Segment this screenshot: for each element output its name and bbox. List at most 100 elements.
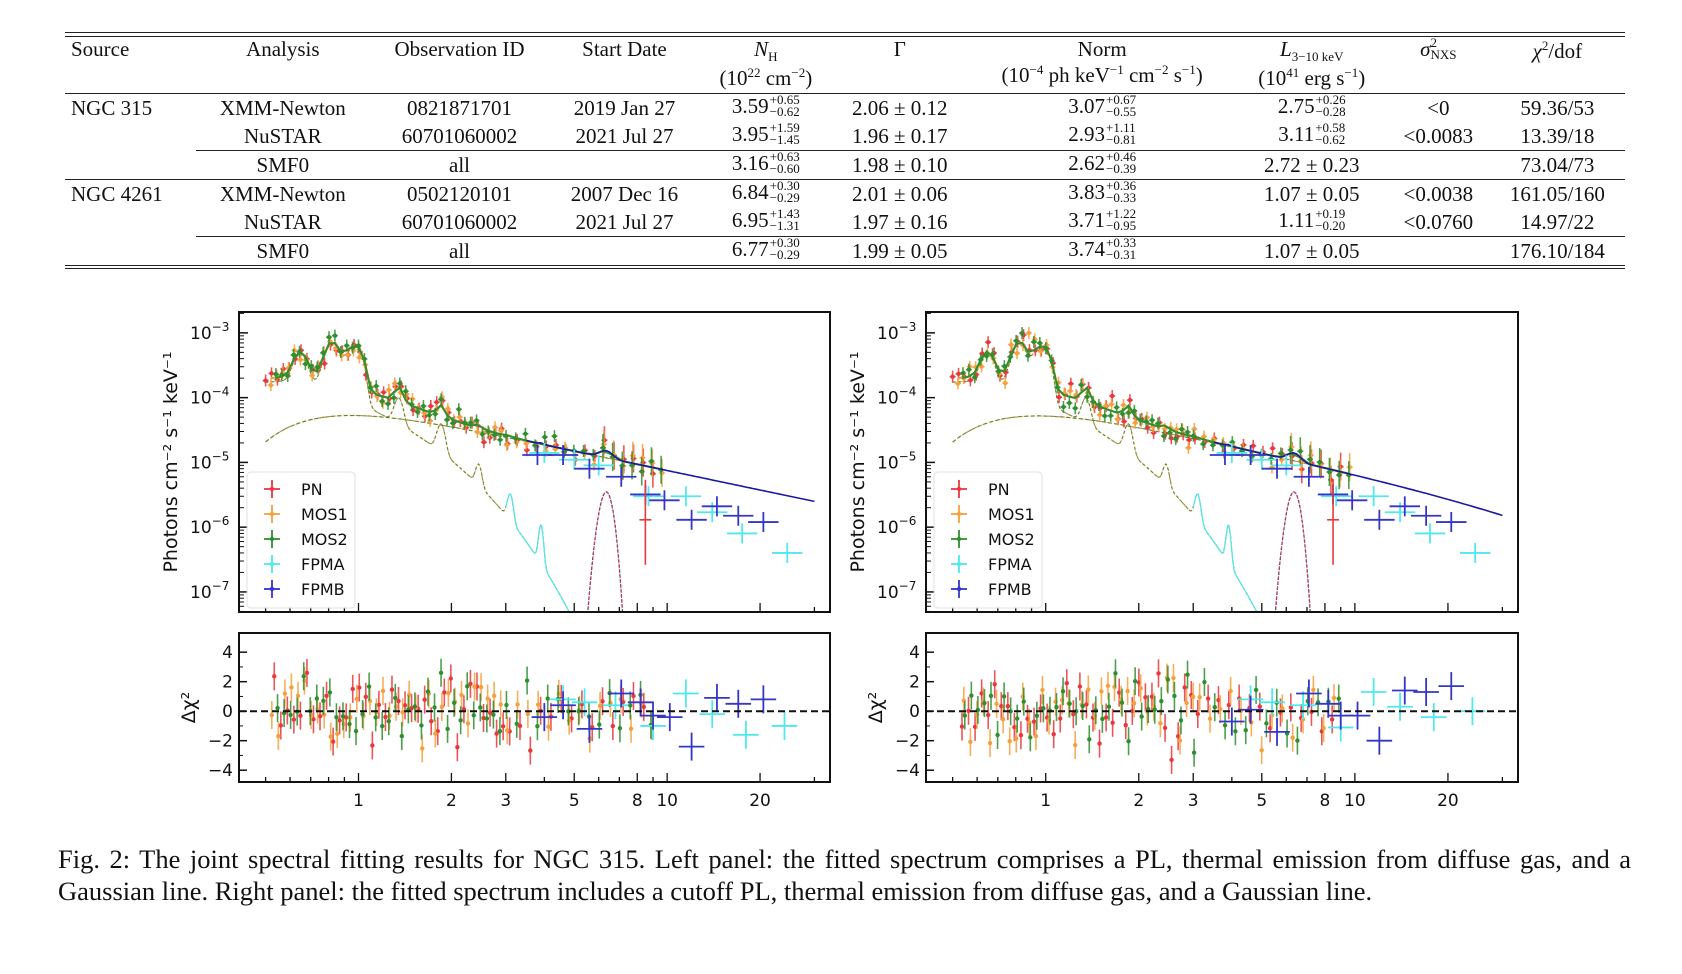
residual-point [1162, 713, 1168, 742]
residual-marker [1001, 694, 1007, 699]
cell-gamma: 2.01 ± 0.06 [831, 179, 968, 209]
residual-plot-area [926, 659, 1518, 774]
data-point [1078, 378, 1085, 391]
tick-exponent: −6 [899, 514, 917, 528]
residual-point [1169, 745, 1174, 774]
data-point [267, 379, 274, 392]
data-point [1030, 335, 1037, 348]
residual-point [446, 679, 451, 708]
lower-error: −0.60 [769, 161, 800, 177]
data-point [1293, 466, 1325, 487]
residual-marker [1259, 748, 1264, 753]
data-marker [497, 437, 503, 442]
x-tick-label: 1 [1040, 791, 1051, 811]
residual-marker [992, 681, 997, 687]
residual-point [1197, 683, 1202, 712]
cell-sigma-nxs: <0.0760 [1403, 209, 1474, 234]
residual-point [465, 709, 471, 738]
residual-point [360, 700, 365, 729]
legend-label: FPMA [988, 555, 1032, 574]
data-point [977, 353, 984, 366]
cell-luminosity-value: 2.75 [1277, 94, 1315, 119]
data-marker [1073, 406, 1078, 411]
cell-norm-errors: +0.46 −0.39 [1105, 149, 1137, 175]
model-gaussian-line [587, 491, 624, 612]
cell-start-date: 2021 Jul 27 [575, 209, 674, 234]
data-marker [984, 353, 989, 359]
x-tick-label: 20 [749, 791, 771, 811]
upper-error: +0.46 [1105, 149, 1137, 165]
residual-series-fpmb [1219, 672, 1465, 755]
cell-norm-errors: +1.11 −0.81 [1106, 121, 1136, 146]
data-point [297, 353, 304, 366]
data-point [965, 363, 972, 376]
residual-point [1182, 673, 1187, 702]
data-point [1209, 445, 1241, 466]
cell-source: NGC 4261 [65, 179, 196, 209]
cell-norm-errors: +0.33 −0.31 [1106, 236, 1136, 261]
residual-point [438, 658, 444, 687]
data-point [1326, 458, 1333, 487]
residual-point [301, 662, 306, 691]
data-marker [532, 443, 538, 448]
data-marker [513, 436, 518, 441]
residual-marker [617, 726, 623, 731]
data-point [314, 361, 321, 374]
residual-marker [1054, 704, 1059, 710]
model-gaussian-line-pn [1274, 491, 1311, 612]
data-marker [392, 381, 397, 386]
residual-marker [1018, 733, 1024, 738]
data-point [1066, 396, 1073, 409]
residual-point [1218, 695, 1223, 724]
legend-dot [956, 586, 962, 592]
data-marker [972, 375, 977, 380]
cell-analysis: XMM-Newton [195, 179, 370, 209]
residual-marker [1060, 689, 1066, 694]
x-tick-label: 20 [1437, 791, 1459, 811]
data-point [262, 374, 269, 387]
data-marker [1121, 402, 1126, 408]
residual-marker [1126, 738, 1131, 744]
data-marker [498, 428, 504, 433]
residual-point [304, 658, 310, 687]
data-marker [279, 372, 285, 378]
data-point [456, 410, 463, 423]
tick-base: 10 [190, 324, 212, 344]
data-point [701, 496, 733, 517]
data-point [1358, 486, 1389, 507]
data-point [1060, 400, 1067, 413]
header-nh: NH (1022 cm−2) [699, 37, 832, 95]
residual-marker [1080, 703, 1085, 709]
residual-point [517, 711, 523, 740]
data-point [522, 445, 553, 466]
residual-point [1171, 664, 1176, 693]
residual-point [969, 681, 974, 710]
residual-point [276, 722, 281, 751]
data-marker [481, 440, 487, 445]
residual-point [1290, 691, 1316, 720]
residual-marker [472, 684, 477, 689]
series-fpma [1216, 442, 1491, 563]
residual-marker [471, 713, 476, 718]
data-point [1131, 404, 1138, 417]
data-marker [524, 441, 529, 446]
cell-observation-id: 0502120101 [369, 179, 550, 209]
upper-error: +0.63 [769, 149, 800, 165]
data-point [1287, 435, 1294, 464]
cell-luminosity-errors: +0.58 −0.62 [1315, 121, 1345, 146]
residual-marker [1288, 705, 1294, 710]
data-point [503, 429, 510, 442]
x-tick-label: 8 [632, 791, 643, 811]
data-marker [1162, 426, 1167, 432]
data-point [385, 383, 392, 396]
residual-point [291, 705, 297, 734]
cell-gamma: 1.99 ± 0.05 [831, 236, 968, 267]
data-marker [421, 403, 426, 409]
residual-marker [282, 691, 288, 696]
upper-error: +0.67 [1105, 92, 1137, 108]
data-point [390, 391, 397, 404]
residual-point [389, 675, 395, 704]
residual-marker [1202, 679, 1207, 685]
residual-point [498, 690, 503, 719]
